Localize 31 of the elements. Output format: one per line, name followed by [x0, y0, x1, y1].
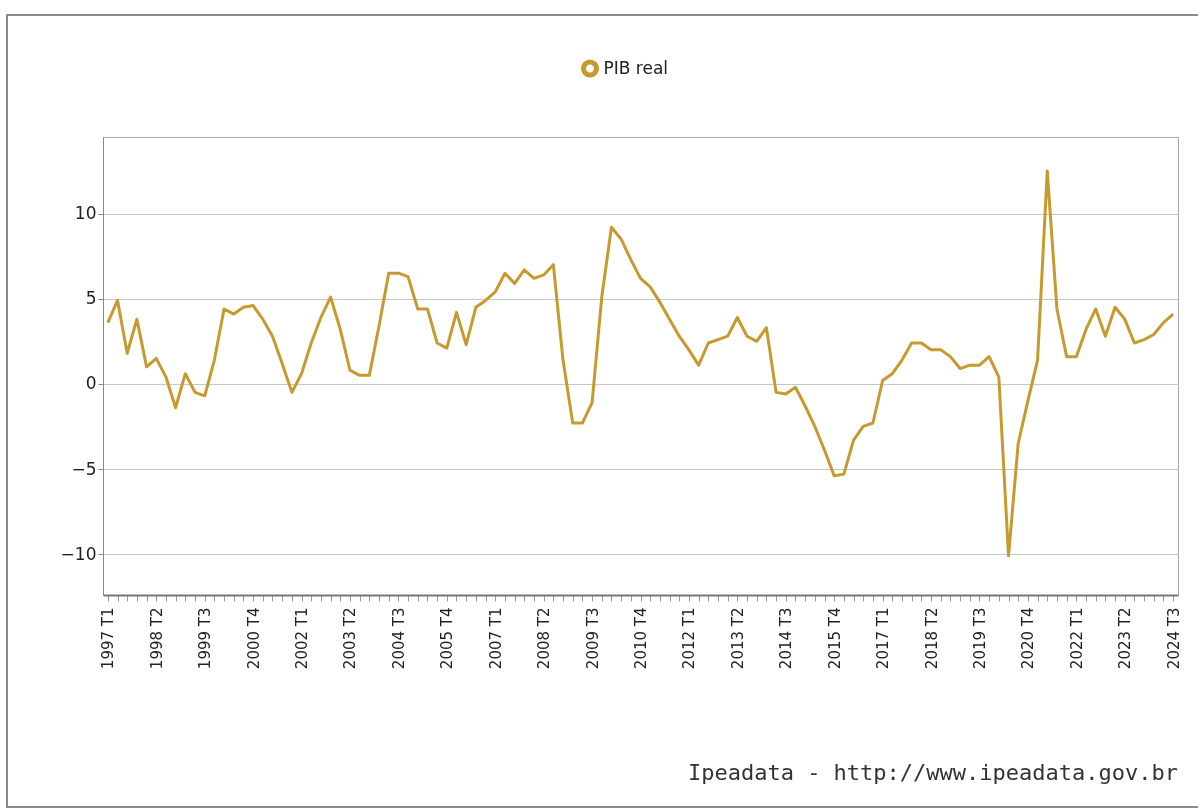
x-tick-label: 2003 T2	[341, 607, 360, 670]
x-tick-label: 2022 T1	[1067, 607, 1086, 670]
x-tick-label: 1999 T3	[196, 607, 215, 670]
x-tick-label: 2008 T2	[535, 607, 554, 670]
y-tick-label: 10	[74, 203, 97, 224]
x-tick-label: 1997 T1	[99, 607, 118, 670]
x-tick-label: 2004 T3	[389, 607, 408, 670]
x-tick-label: 2000 T4	[244, 607, 263, 670]
y-tick-label: −10	[60, 543, 97, 564]
x-tick-label: 1998 T2	[147, 607, 166, 670]
x-tick-label: 2012 T1	[680, 607, 699, 670]
x-tick-label: 2023 T2	[1116, 607, 1135, 670]
y-tick-label: 0	[85, 373, 97, 394]
x-tick-label: 2010 T4	[632, 607, 650, 670]
x-tick-label: 2017 T1	[874, 607, 893, 670]
x-tick-label: 2015 T4	[825, 607, 844, 670]
x-tick-label: 2014 T3	[777, 607, 796, 670]
x-tick-label: 2009 T3	[583, 607, 602, 670]
x-tick-label: 2013 T2	[728, 607, 747, 670]
y-tick-label: −5	[71, 458, 97, 479]
y-tick-label: 5	[85, 288, 97, 309]
x-tick-label: 2020 T4	[1019, 607, 1038, 670]
x-tick-label: 2005 T4	[438, 607, 457, 670]
x-tick-label: 2002 T1	[293, 607, 312, 670]
x-tick-label: 2018 T2	[922, 607, 941, 670]
text: Ipeadata - http://www.ipeadata.gov.br	[687, 760, 1178, 785]
x-tick-label: 2024 T3	[1164, 607, 1183, 670]
x-tick-label: 2019 T3	[970, 607, 989, 670]
x-tick-label: 2007 T1	[486, 607, 505, 670]
legend-label: PIB real	[603, 57, 669, 78]
line-series	[106, 169, 1175, 558]
